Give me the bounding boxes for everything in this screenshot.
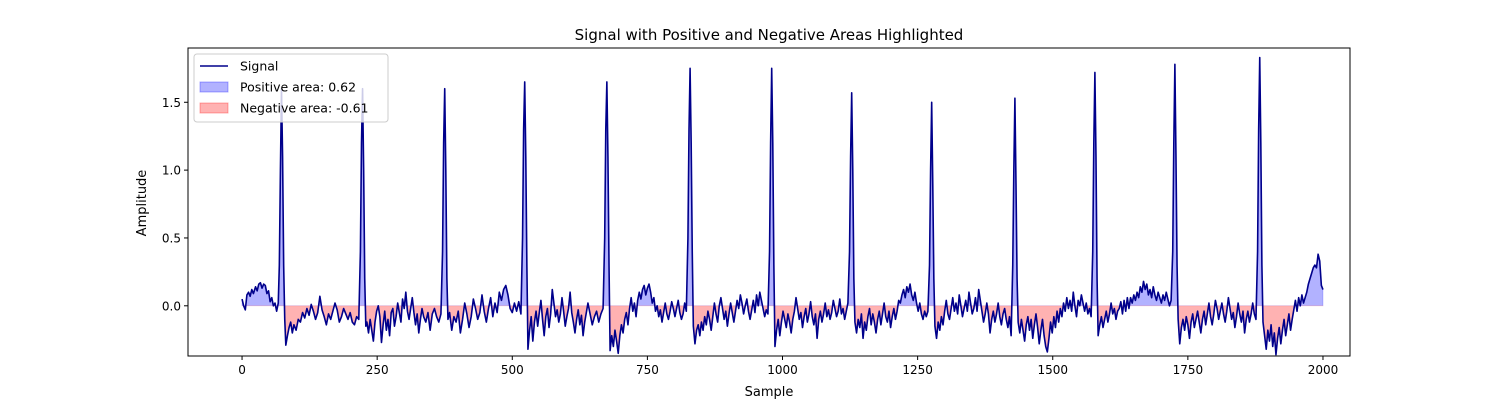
x-tick-label: 1500: [1037, 363, 1068, 377]
y-axis-label: Amplitude: [135, 170, 150, 237]
negative-area-fill: [241, 305, 1324, 355]
x-tick-label: 1000: [767, 363, 798, 377]
x-tick-label: 1250: [902, 363, 933, 377]
y-tick-label: 0.0: [162, 299, 181, 313]
x-tick-label: 250: [366, 363, 389, 377]
signal-line-layer: [241, 56, 1324, 356]
y-tick-label: 1.0: [162, 164, 181, 178]
legend-swatch-positive: [199, 81, 229, 93]
x-tick-label: 1750: [1173, 363, 1204, 377]
x-axis-ticks: 0 250 500 750 1000 1250 1500 1750 2000: [238, 356, 1338, 377]
signal-line: [241, 56, 1324, 356]
chart-title: Signal with Positive and Negative Areas …: [575, 26, 964, 44]
x-axis-label: Sample: [745, 385, 794, 400]
legend-label-positive: Positive area: 0.62: [240, 80, 356, 95]
y-tick-label: 0.5: [162, 231, 181, 245]
x-tick-label: 750: [636, 363, 659, 377]
x-tick-label: 0: [238, 363, 246, 377]
legend-box: [193, 53, 389, 123]
area-fills: [241, 57, 1324, 355]
legend-swatch-negative: [199, 102, 229, 114]
plot-area-frame: [187, 47, 1351, 357]
x-tick-label: 500: [501, 363, 524, 377]
legend: Signal Positive area: 0.62 Negative area…: [193, 53, 389, 123]
legend-label-negative: Negative area: -0.61: [240, 101, 368, 116]
legend-label-signal: Signal: [240, 59, 278, 74]
y-tick-label: 1.5: [162, 96, 181, 110]
y-axis-ticks: 0.0 0.5 1.0 1.5: [162, 96, 188, 313]
x-tick-label: 2000: [1308, 363, 1339, 377]
